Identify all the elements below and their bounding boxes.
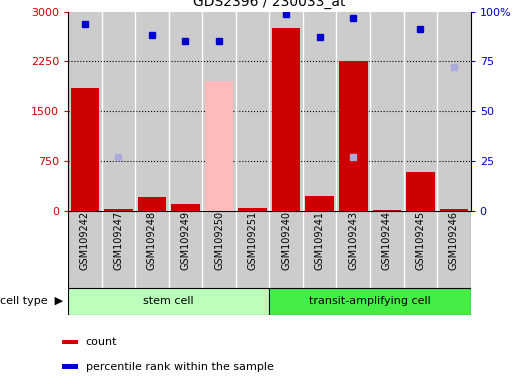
Bar (370, 211, 404, 288)
Bar (269, 12, 303, 211)
Bar (372, 210, 401, 211)
Text: GSM109249: GSM109249 (180, 211, 190, 270)
Bar (305, 196, 334, 211)
Bar (62, 339, 78, 344)
Bar (135, 211, 168, 288)
Text: GSM109245: GSM109245 (415, 211, 425, 270)
Bar (204, 204, 233, 211)
Bar (437, 211, 471, 288)
Text: count: count (86, 337, 117, 347)
Bar (440, 209, 468, 211)
Text: GSM109241: GSM109241 (315, 211, 325, 270)
Bar (269, 211, 303, 288)
Bar (68, 211, 101, 288)
Bar (336, 211, 370, 288)
Bar (236, 211, 269, 288)
Text: GSM109251: GSM109251 (247, 211, 257, 270)
Bar (236, 12, 269, 211)
Bar (202, 12, 236, 211)
Bar (370, 12, 404, 211)
Bar (101, 12, 135, 211)
Bar (168, 211, 202, 288)
Bar (104, 209, 133, 211)
Bar (272, 28, 300, 211)
Bar (339, 61, 368, 211)
Text: GSM109242: GSM109242 (80, 211, 90, 270)
Bar (336, 12, 370, 211)
Text: stem cell: stem cell (143, 296, 194, 306)
Bar (71, 88, 99, 211)
Bar (303, 211, 336, 288)
Bar (202, 211, 236, 288)
Text: transit-amplifying cell: transit-amplifying cell (309, 296, 431, 306)
Bar (269, 288, 471, 315)
Bar (168, 12, 202, 211)
Bar (404, 211, 437, 288)
Bar (204, 81, 233, 211)
Text: GSM109246: GSM109246 (449, 211, 459, 270)
Bar (404, 12, 437, 211)
Text: GSM109243: GSM109243 (348, 211, 358, 270)
Bar (238, 208, 267, 211)
Text: GSM109250: GSM109250 (214, 211, 224, 270)
Text: GSM109248: GSM109248 (147, 211, 157, 270)
Title: GDS2396 / 230033_at: GDS2396 / 230033_at (193, 0, 346, 9)
Text: cell type  ▶: cell type ▶ (0, 296, 63, 306)
Bar (62, 364, 78, 369)
Text: GSM109244: GSM109244 (382, 211, 392, 270)
Bar (68, 12, 101, 211)
Bar (171, 204, 200, 211)
Text: GSM109240: GSM109240 (281, 211, 291, 270)
Text: percentile rank within the sample: percentile rank within the sample (86, 361, 274, 372)
Bar (437, 12, 471, 211)
Bar (406, 172, 435, 211)
Bar (138, 197, 166, 211)
Bar (101, 211, 135, 288)
Bar (303, 12, 336, 211)
Bar (68, 288, 269, 315)
Text: GSM109247: GSM109247 (113, 211, 123, 270)
Bar (135, 12, 168, 211)
